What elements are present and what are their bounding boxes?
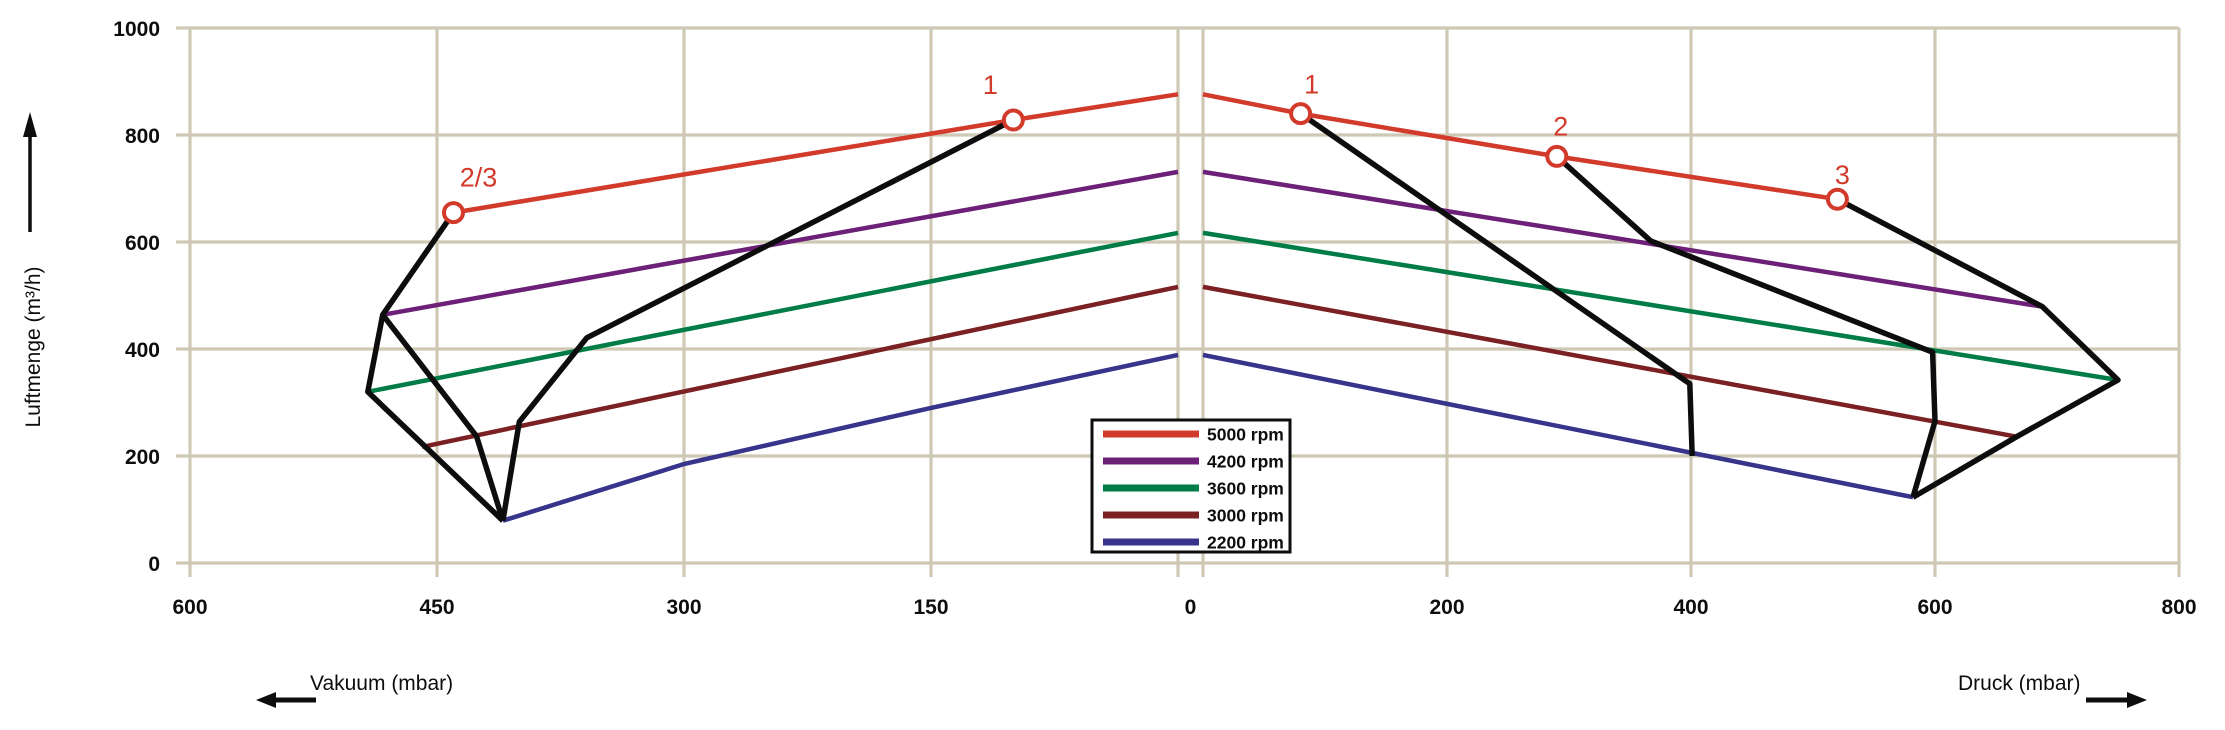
y-axis-title: Luftmenge (m³/h)	[22, 266, 45, 427]
x-tick-label-druck: 400	[1673, 596, 1708, 619]
operating-point-label-1: 1	[983, 70, 998, 100]
y-tick-label: 400	[125, 339, 160, 362]
envelope-line-vacuum	[365, 211, 505, 523]
curve-3000-rpm-pressure	[1202, 284, 2018, 439]
curve-2200-rpm-vacuum	[502, 352, 1179, 523]
legend-label: 3600 rpm	[1207, 479, 1284, 499]
vakuum-axis-arrowhead-icon	[256, 692, 276, 708]
y-tick-label: 200	[125, 446, 160, 469]
operating-point-label-2: 2	[1553, 111, 1568, 141]
envelope-line-pressure	[1299, 111, 1695, 457]
envelope-line-pressure	[1554, 154, 1938, 498]
operating-points: 2/3 1 1 2 3	[441, 70, 1850, 225]
curve-5000-rpm-vacuum	[453, 92, 1179, 215]
envelope-line-vacuum	[380, 313, 506, 522]
operating-point-vacuum-2/3	[441, 201, 465, 225]
druck-axis-title: Druck (mbar)	[1958, 672, 2081, 695]
operating-envelopes	[365, 111, 2121, 523]
y-tick-label: 600	[125, 232, 160, 255]
x-tick-label-vakuum: 600	[172, 596, 207, 619]
x-tick-label-zero: 0	[1185, 596, 1197, 619]
vakuum-axis-title: Vakuum (mbar)	[310, 672, 453, 695]
legend: 5000 rpm 4200 rpm 3600 rpm 3000 rpm 2200 rpm	[1090, 418, 1292, 554]
legend-label: 2200 rpm	[1207, 533, 1284, 553]
x-tick-label-druck: 600	[1917, 596, 1952, 619]
x-tick-label-druck: 200	[1429, 596, 1464, 619]
envelope-line-pressure	[1836, 196, 2121, 500]
operating-point-pressure-1	[1289, 102, 1313, 126]
legend-label: 5000 rpm	[1207, 425, 1284, 445]
x-tick-label-druck: 800	[2161, 596, 2196, 619]
y-tick-label: 800	[125, 125, 160, 148]
curve-4200-rpm-vacuum	[382, 169, 1179, 318]
operating-point-vacuum-1	[1001, 108, 1025, 132]
legend-label: 4200 rpm	[1207, 452, 1284, 472]
x-tick-label-vakuum: 150	[913, 596, 948, 619]
x-tick-label-vakuum: 450	[419, 596, 454, 619]
curve-3000-rpm-vacuum	[421, 284, 1179, 450]
curve-3600-rpm-vacuum	[367, 230, 1179, 395]
operating-point-pressure-2	[1545, 144, 1569, 168]
operating-point-label-1: 1	[1304, 70, 1319, 100]
y-axis-arrowhead-icon	[23, 112, 37, 137]
curve-3600-rpm-pressure	[1202, 230, 2119, 383]
envelope-line-vacuum	[500, 117, 1015, 522]
y-tick-label: 0	[148, 553, 160, 576]
curve-5000-rpm-pressure	[1202, 92, 1838, 202]
operating-point-label-2/3: 2/3	[460, 163, 498, 193]
druck-axis-arrowhead-icon	[2127, 692, 2147, 708]
operating-point-pressure-3	[1825, 187, 1849, 211]
legend-label: 3000 rpm	[1207, 506, 1284, 526]
tick-labels: 0 200 400 600 800 1000 600 450 300 150 0 200 400 600 8…	[113, 18, 2196, 619]
axis-titles: Luftmenge (m³/h) Vakuum (mbar) Druck (mb…	[22, 112, 2147, 708]
operating-point-label-3: 3	[1835, 160, 1850, 190]
x-tick-label-vakuum: 300	[666, 596, 701, 619]
y-tick-label: 1000	[113, 18, 160, 41]
curve-2200-rpm-pressure	[1202, 352, 1914, 500]
curve-4200-rpm-pressure	[1202, 169, 2043, 309]
